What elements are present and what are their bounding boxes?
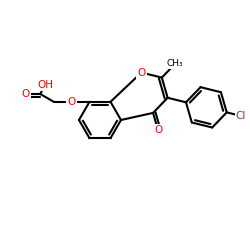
Text: O: O xyxy=(21,89,29,99)
Text: O: O xyxy=(137,68,145,78)
Text: Cl: Cl xyxy=(236,111,246,121)
Text: O: O xyxy=(154,125,162,135)
Text: CH₃: CH₃ xyxy=(166,60,183,68)
Text: OH: OH xyxy=(38,80,54,90)
Text: O: O xyxy=(68,97,76,107)
